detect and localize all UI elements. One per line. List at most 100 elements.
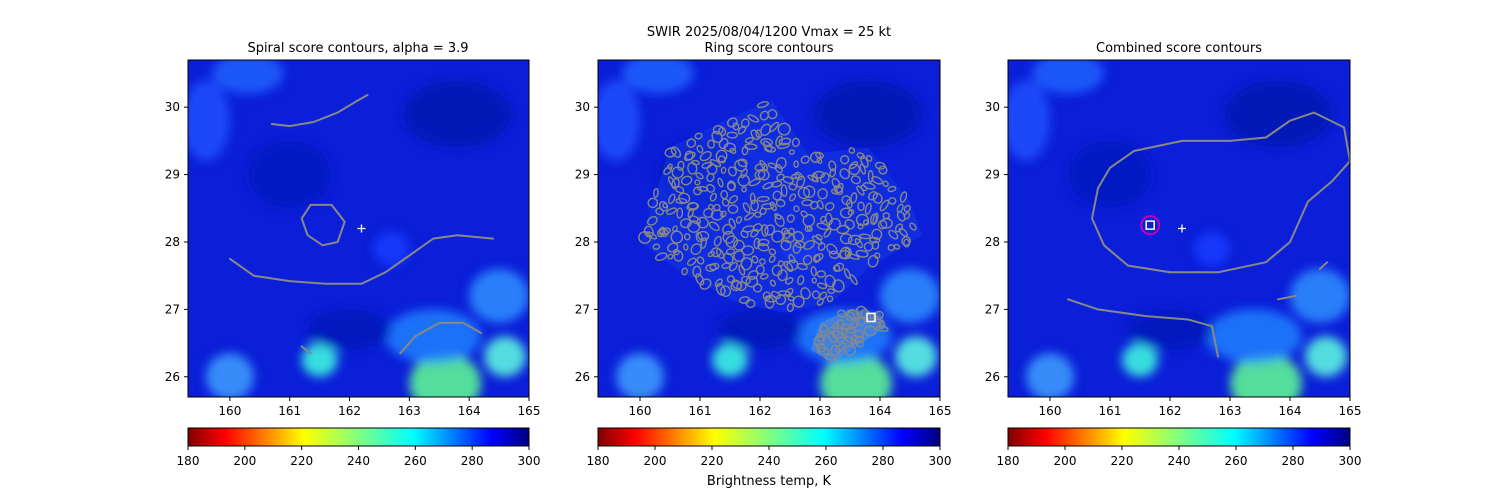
ring-speckle-contour <box>867 169 874 183</box>
ring-speckle-contour <box>710 247 722 258</box>
ring-speckle-contour <box>903 212 911 220</box>
ring-speckle-contour <box>837 309 847 318</box>
panel-title: Ring score contours <box>704 41 833 56</box>
ring-speckle-contour <box>647 216 658 226</box>
ring-speckle-contour <box>879 199 890 212</box>
ring-speckle-contour <box>760 123 772 136</box>
ring-speckle-contour <box>785 277 794 285</box>
ring-speckle-contour <box>662 202 668 209</box>
ring-speckle-contour <box>769 279 776 287</box>
ring-speckle-contour <box>705 183 716 193</box>
colorbar-label: Brightness temp, K <box>707 474 832 489</box>
ring-speckle-contour <box>901 236 911 247</box>
ring-speckle-contour <box>833 185 844 196</box>
ring-speckle-contour <box>687 257 697 267</box>
ring-speckle-contour <box>826 295 834 303</box>
ring-speckle-contour <box>720 166 727 174</box>
ring-speckle-contour <box>832 279 845 293</box>
ring-speckle-contour <box>727 166 737 177</box>
ring-speckle-contour <box>827 332 837 343</box>
ring-speckle-contour <box>737 174 750 187</box>
colorbar <box>187 427 530 447</box>
ring-speckle-contour <box>723 252 734 264</box>
cloud-texture-blob <box>712 343 748 377</box>
ring-speckle-contour <box>857 201 865 212</box>
ring-speckle-contour <box>678 192 691 204</box>
plot-frame <box>187 59 530 398</box>
ring-speckle-contour <box>816 270 826 278</box>
ring-speckle-contour <box>699 150 712 162</box>
ring-speckle-contour <box>729 147 737 154</box>
ring-speckle-contour <box>811 235 823 245</box>
cloud-texture-blob <box>1008 80 1050 162</box>
ring-speckle-contour <box>849 161 859 170</box>
ring-speckle-contour <box>671 177 680 190</box>
ring-speckle-contour <box>707 204 714 210</box>
y-tick-label: 30 <box>985 100 1000 114</box>
ring-speckle-contour <box>800 155 810 164</box>
ring-speckle-contour <box>673 250 684 262</box>
ring-speckle-contour <box>752 223 763 232</box>
ring-speckle-contour <box>831 330 844 339</box>
ring-speckle-contour <box>771 230 784 243</box>
ring-speckle-contour <box>843 268 851 279</box>
ring-speckle-contour <box>835 342 846 353</box>
ring-speckle-contour <box>781 227 789 235</box>
cloud-texture-blob <box>409 353 482 397</box>
colorbar-tick-label: 300 <box>1339 454 1362 468</box>
ring-speckle-contour <box>715 248 725 259</box>
ring-speckle-contour <box>860 309 872 321</box>
ring-speckle-contour <box>717 177 724 188</box>
cloud-texture-blob <box>469 268 529 323</box>
ring-speckle-contour <box>756 195 770 203</box>
ring-speckle-contour <box>697 230 710 242</box>
y-tick-label: 28 <box>575 235 590 249</box>
colorbar-tick-label: 280 <box>461 454 484 468</box>
ring-speckle-contour <box>815 151 824 159</box>
ring-speckle-contour <box>740 118 750 129</box>
contour-line <box>1091 111 1350 274</box>
ring-speckle-contour <box>847 253 860 260</box>
colorbars: 180 200 220 240 260 280 300 180 200 220 240 260 280 3… <box>177 427 1362 468</box>
y-tick-label: 26 <box>575 370 590 384</box>
ring-speckle-contour <box>761 203 775 210</box>
cloud-texture-blob <box>1032 60 1104 94</box>
ring-speckle-contour <box>720 190 729 200</box>
colorbar-tick-label: 240 <box>758 454 781 468</box>
ring-speckle-contour <box>831 177 841 189</box>
ring-speckle-contour <box>696 144 704 154</box>
ring-speckle-contour <box>764 145 777 153</box>
ring-speckle-contour <box>737 158 748 168</box>
ring-speckle-contour <box>688 215 702 225</box>
ring-speckle-contour <box>853 329 865 339</box>
ring-speckle-contour <box>683 233 691 241</box>
ring-speckle-contour <box>768 121 780 133</box>
ring-speckle-contour <box>894 223 904 233</box>
ring-speckle-contour <box>778 137 792 146</box>
ring-speckle-contour <box>817 242 826 252</box>
ring-speckle-contour <box>816 347 830 355</box>
ring-speckle-contour <box>754 163 766 171</box>
ring-speckle-contour <box>835 182 844 194</box>
ring-speckle-contour <box>865 155 873 162</box>
ring-speckle-contour <box>673 248 680 256</box>
ring-speckle-contour <box>696 216 709 229</box>
ring-speckle-contour <box>874 252 881 259</box>
ring-speckle-contour <box>762 291 772 301</box>
ring-speckle-contour <box>791 137 800 148</box>
ring-speckle-contour <box>796 275 805 286</box>
cloud-texture-blob <box>1026 353 1074 397</box>
ring-speckle-contour <box>819 172 830 184</box>
ring-speckle-contour <box>823 228 832 238</box>
ring-speckle-contour <box>871 228 883 240</box>
ring-speckle-contour <box>759 159 769 171</box>
x-tick-label: 163 <box>1219 404 1242 418</box>
ring-speckle-contour <box>878 319 886 330</box>
x-tick-label: 163 <box>398 404 421 418</box>
cloud-texture-blob <box>1290 268 1350 323</box>
ring-speckle-contour <box>896 203 904 213</box>
markers <box>357 224 366 233</box>
ring-speckle-contour <box>828 160 837 172</box>
ring-speckle-contour <box>683 243 689 251</box>
ring-speckle-contour <box>788 149 795 155</box>
